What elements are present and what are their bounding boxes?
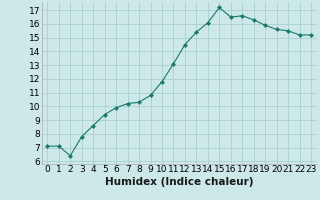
X-axis label: Humidex (Indice chaleur): Humidex (Indice chaleur): [105, 177, 253, 187]
